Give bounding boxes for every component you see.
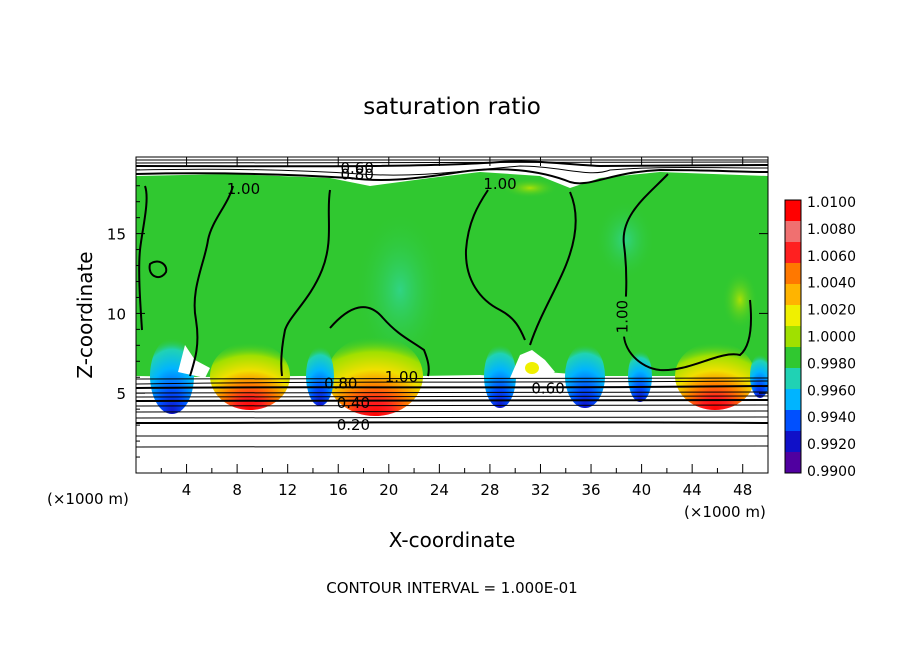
svg-text:1.00: 1.00: [385, 368, 418, 386]
x-tick-label: 24: [430, 481, 449, 499]
y-tick-label: 5: [116, 385, 126, 403]
colorbar-swatch: [785, 368, 801, 390]
colorbar-label: 0.9960: [807, 383, 856, 399]
plot-frame: [135, 156, 769, 474]
contour-label: 1.00: [613, 296, 632, 337]
x-axis-label: X-coordinate: [389, 528, 516, 552]
svg-text:0.20: 0.20: [337, 416, 370, 434]
x-tick-label: 4: [182, 481, 192, 499]
colorbar-swatch: [785, 305, 801, 327]
contour-label: 0.60: [531, 379, 564, 397]
upper-contours: [136, 159, 768, 185]
colorbar-label: 0.9920: [807, 437, 856, 453]
contour-label: 0.40: [337, 394, 370, 412]
contour-label: 0.20: [337, 416, 370, 434]
y-tick-label: 15: [107, 226, 126, 244]
svg-text:1.00: 1.00: [614, 300, 632, 333]
colorbar-label: 1.0100: [807, 195, 856, 211]
colorbar: 1.0100 1.0080 1.0060 1.0040 1.0020 1.0000 0.99…: [784, 195, 856, 480]
colorbar-swatch: [785, 389, 801, 411]
colorbar-label: 1.0000: [807, 330, 856, 346]
colorbar-swatch: [785, 347, 801, 369]
x-tick-label: 20: [379, 481, 398, 499]
colorbar-label: 0.9900: [807, 464, 856, 480]
svg-text:1.00: 1.00: [227, 180, 260, 198]
colorbar-label: 0.9980: [807, 356, 856, 372]
x-unit-right: (×1000 m): [684, 503, 766, 521]
colorbar-swatch: [785, 410, 801, 432]
contour-label: 1.00: [385, 368, 418, 386]
x-tick-label: 12: [278, 481, 297, 499]
contour-1-00: [138, 173, 752, 377]
colorbar-label: 1.0020: [807, 303, 856, 319]
colorbar-frame: [784, 199, 802, 474]
x-unit-left: (×1000 m): [47, 490, 129, 508]
svg-text:1.00: 1.00: [483, 175, 516, 193]
colorbar-swatch: [785, 221, 801, 243]
colorbar-label: 1.0080: [807, 222, 856, 238]
contour-label: 0.60: [340, 159, 373, 177]
y-axis-label: Z-coordinate: [73, 251, 97, 378]
x-tick-label: 40: [632, 481, 651, 499]
x-tick-label: 48: [733, 481, 752, 499]
colorbar-swatch: [785, 326, 801, 348]
colorbar-swatch: [785, 200, 801, 222]
colorbar-label: 1.0040: [807, 276, 856, 292]
chart-title: saturation ratio: [363, 94, 541, 120]
x-tick-label: 32: [531, 481, 550, 499]
colorbar-swatch: [785, 263, 801, 285]
colorbar-swatch: [785, 242, 801, 264]
colorbar-swatch: [785, 452, 801, 474]
x-tick-label: 36: [581, 481, 600, 499]
svg-text:0.80: 0.80: [340, 166, 373, 184]
x-tick-label: 8: [232, 481, 242, 499]
colorbar-label: 1.0060: [807, 249, 856, 265]
contour-label: 1.00: [227, 180, 260, 198]
x-tick-label: 28: [480, 481, 499, 499]
contour-interval-note: CONTOUR INTERVAL = 1.000E-01: [326, 579, 577, 597]
contour-labels: 0.600.801.00 1.001.001.000.80 0.600.400.20: [227, 159, 632, 434]
colorbar-swatch: [785, 431, 801, 453]
y-tick-label: 10: [107, 305, 126, 323]
svg-text:0.60: 0.60: [531, 379, 564, 397]
svg-text:0.40: 0.40: [337, 394, 370, 412]
svg-text:0.80: 0.80: [324, 375, 357, 393]
contour-label: 0.80: [324, 375, 357, 393]
contour-label: 1.00: [483, 175, 516, 193]
colorbar-label: 0.9940: [807, 410, 856, 426]
svg-text:0.60: 0.60: [340, 159, 373, 177]
contour-label: 0.80: [340, 166, 373, 184]
plot-area: [136, 157, 768, 473]
x-tick-label: 16: [329, 481, 348, 499]
colorbar-swatch: [785, 284, 801, 306]
x-tick-label: 44: [683, 481, 702, 499]
